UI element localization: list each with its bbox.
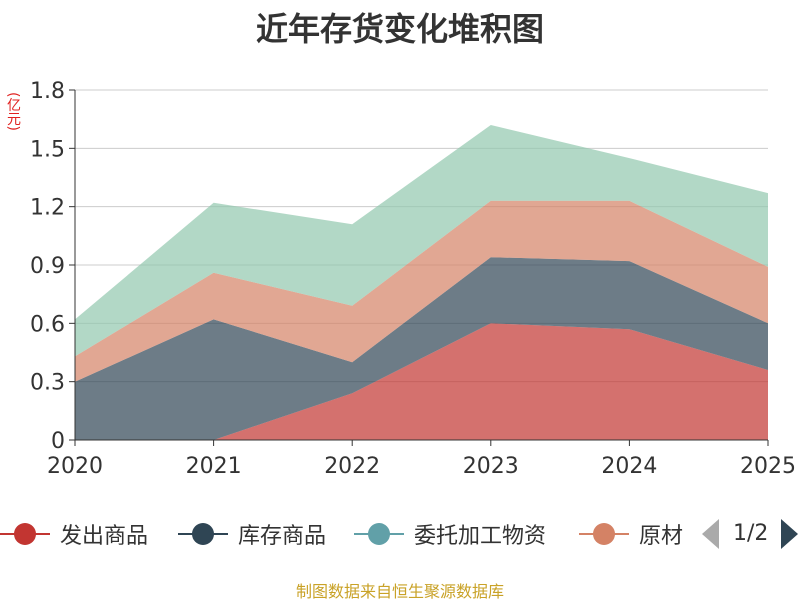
triangle-left-icon bbox=[702, 519, 719, 549]
legend-marker-icon bbox=[354, 523, 404, 545]
axes bbox=[69, 89, 769, 446]
y-tick-label: 0.6 bbox=[30, 312, 65, 337]
x-tick-label: 2024 bbox=[601, 454, 657, 479]
chart-title: 近年存货变化堆积图 bbox=[255, 10, 544, 48]
y-tick-label: 1.5 bbox=[30, 137, 65, 162]
legend-label: 库存商品 bbox=[238, 524, 327, 549]
area-series-0 bbox=[213, 323, 769, 440]
legend-label: 发出商品 bbox=[60, 524, 149, 549]
y-tick-label: 1.8 bbox=[30, 79, 65, 104]
legend-item[interactable]: 委托加工物资 bbox=[354, 512, 546, 556]
area-series-2 bbox=[75, 200, 768, 382]
x-tick-label: 2021 bbox=[186, 454, 242, 479]
legend-label: 原材 bbox=[639, 524, 684, 549]
area-series bbox=[75, 125, 769, 440]
legend-item[interactable]: 原材 bbox=[579, 512, 683, 556]
y-tick-label: 0.3 bbox=[30, 371, 65, 396]
y-axis-unit-label: (亿元) bbox=[5, 92, 21, 131]
x-tick-label: 2025 bbox=[740, 454, 796, 479]
legend-prev-button[interactable] bbox=[702, 512, 720, 556]
area-series-3 bbox=[75, 125, 768, 357]
triangle-right-icon bbox=[781, 519, 798, 549]
y-tick-label: 0 bbox=[51, 429, 65, 454]
y-tick-label: 1.2 bbox=[30, 196, 65, 221]
legend-marker-icon bbox=[579, 523, 629, 545]
x-tick-label: 2020 bbox=[47, 454, 103, 479]
legend: 发出商品 库存商品 委托加工物资 原材 bbox=[0, 512, 800, 556]
legend-marker-icon bbox=[178, 523, 228, 545]
area-series-1 bbox=[75, 257, 768, 440]
legend-next-button[interactable] bbox=[781, 512, 799, 556]
legend-marker-icon bbox=[0, 523, 50, 545]
legend-item[interactable]: 库存商品 bbox=[178, 512, 326, 556]
legend-item[interactable]: 发出商品 bbox=[0, 512, 148, 556]
y-tick-label: 0.9 bbox=[30, 254, 65, 279]
x-tick-label: 2023 bbox=[463, 454, 519, 479]
legend-label: 委托加工物资 bbox=[414, 524, 547, 549]
x-tick-label: 2022 bbox=[324, 454, 380, 479]
legend-page-indicator: 1/2 bbox=[733, 521, 769, 546]
tick-labels: 0 0.3 0.6 0.9 1.2 1.5 1.8 2020 2021 2022 2023 2024 2… bbox=[30, 79, 796, 479]
data-source-note: 制图数据来自恒生聚源数据库 bbox=[295, 582, 504, 601]
